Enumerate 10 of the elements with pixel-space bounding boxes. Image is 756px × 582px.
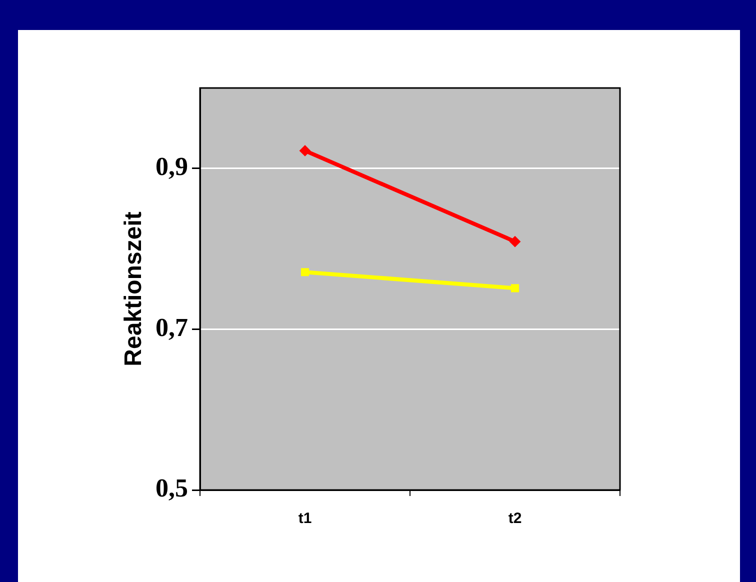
y-tick-label: 0,5 <box>156 474 188 503</box>
y-tick-label: 0,7 <box>156 312 188 342</box>
x-tick-label: t2 <box>508 510 522 528</box>
y-tick-label: 0,9 <box>156 152 188 182</box>
y-axis-title: Reaktionszeit <box>120 212 148 366</box>
point <box>300 268 310 276</box>
point <box>510 284 520 292</box>
point <box>300 145 310 156</box>
x-tick-label: t1 <box>298 510 312 528</box>
point <box>510 236 520 248</box>
